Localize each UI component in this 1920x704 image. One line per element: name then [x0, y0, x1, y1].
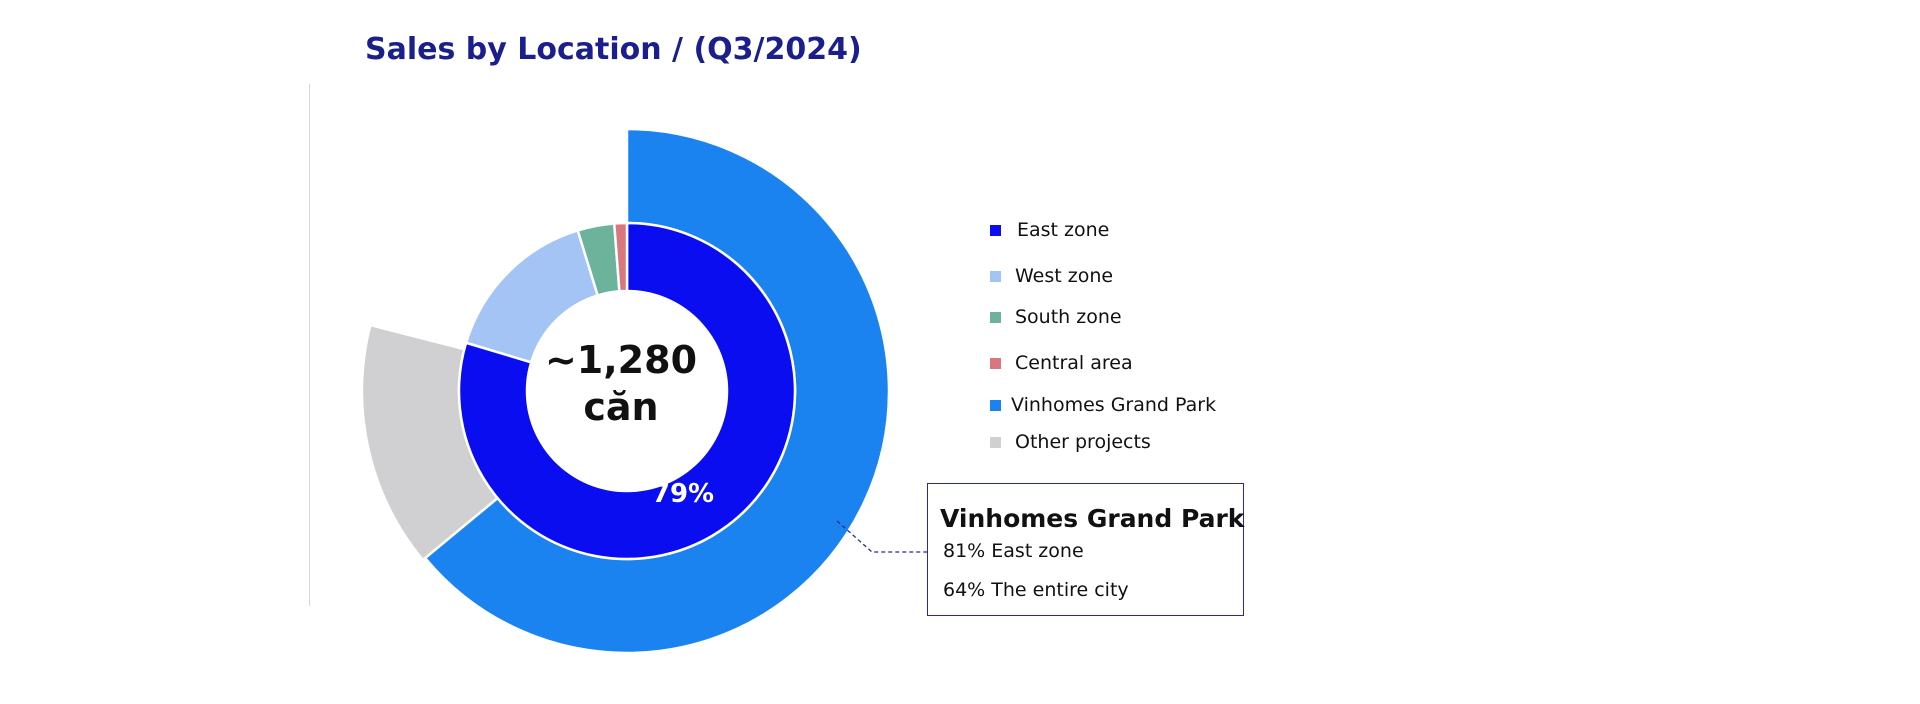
vertical-divider: [309, 84, 310, 606]
legend-label: South zone: [1015, 306, 1122, 328]
callout-title: Vinhomes Grand Park: [940, 504, 1245, 533]
center-unit: căn: [583, 385, 658, 429]
legend-swatch: [990, 311, 1001, 323]
chart-title: Sales by Location / (Q3/2024): [365, 32, 862, 67]
legend-label: West zone: [1015, 265, 1114, 287]
legend-swatch: [990, 270, 1001, 282]
callout-box: Vinhomes Grand Park 81% East zone 64% Th…: [927, 483, 1244, 616]
slice-label-east-zone: 79%: [652, 479, 714, 509]
callout-line-entire-city: 64% The entire city: [943, 579, 1129, 601]
legend-swatch: [990, 399, 1001, 411]
legend-label: Vinhomes Grand Park: [1011, 394, 1217, 416]
legend-swatch: [990, 357, 1001, 369]
legend-item-central-area: Central area: [990, 351, 1133, 375]
legend-item-south-zone: South zone: [990, 305, 1122, 329]
callout-leader-line: [836, 520, 927, 553]
center-total: ~1,280: [545, 338, 697, 382]
legend-swatch: [990, 224, 1001, 236]
legend-label: East zone: [1017, 219, 1110, 241]
legend-swatch: [990, 436, 1001, 448]
inner-slice-east-zone: [457, 221, 797, 561]
callout-line-east-zone: 81% East zone: [943, 540, 1084, 562]
legend-item-east-zone: East zone: [990, 218, 1109, 242]
inner-slice-central-area: [612, 221, 629, 293]
legend-item-west-zone: West zone: [990, 264, 1113, 288]
legend-item-other-projects: Other projects: [990, 430, 1151, 454]
legend-label: Central area: [1015, 352, 1133, 374]
legend-label: Other projects: [1015, 431, 1151, 453]
legend-item-vinhomes-grand-park: Vinhomes Grand Park: [990, 393, 1216, 417]
inner-ring: [457, 221, 797, 561]
